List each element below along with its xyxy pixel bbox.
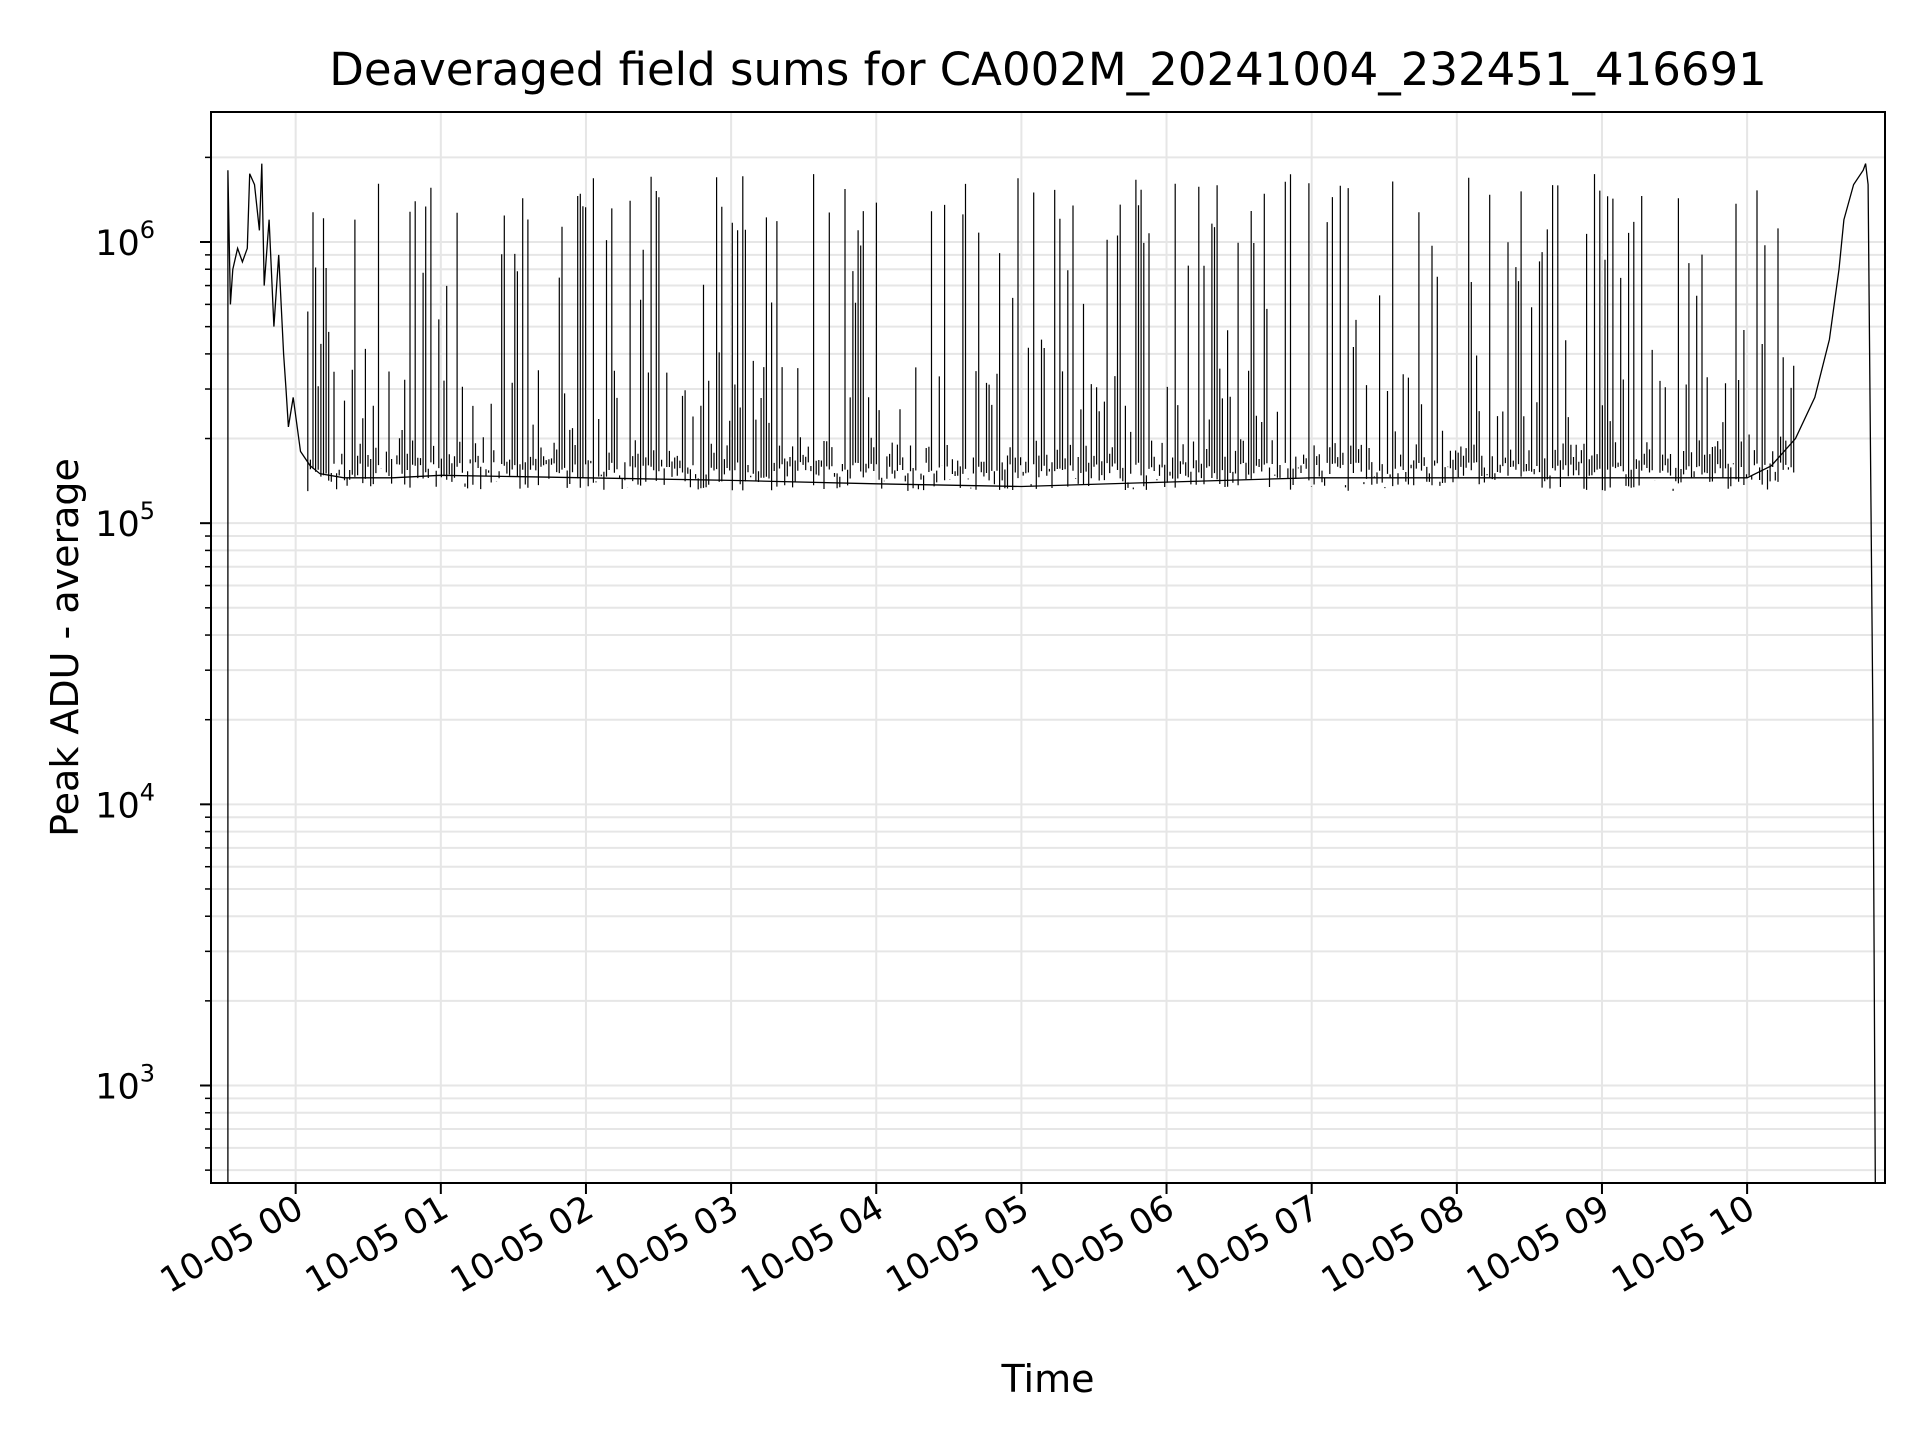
axes-frame (210, 111, 1886, 1184)
y-tick-label: 106 (95, 216, 155, 264)
y-tick-label: 103 (95, 1059, 155, 1107)
y-tick-label: 104 (95, 778, 155, 826)
y-tick-label: 105 (95, 497, 155, 545)
plot-area (227, 163, 1876, 1184)
y-axis: 103 104 105 106 (95, 216, 211, 1107)
y-axis-label: Peak ADU - average (43, 458, 87, 837)
grid (205, 112, 1885, 1183)
chart-title: Deaveraged field sums for CA002M_2024100… (329, 43, 1767, 96)
x-axis-label: Time (1001, 1357, 1095, 1401)
series-spikes (307, 174, 1795, 492)
